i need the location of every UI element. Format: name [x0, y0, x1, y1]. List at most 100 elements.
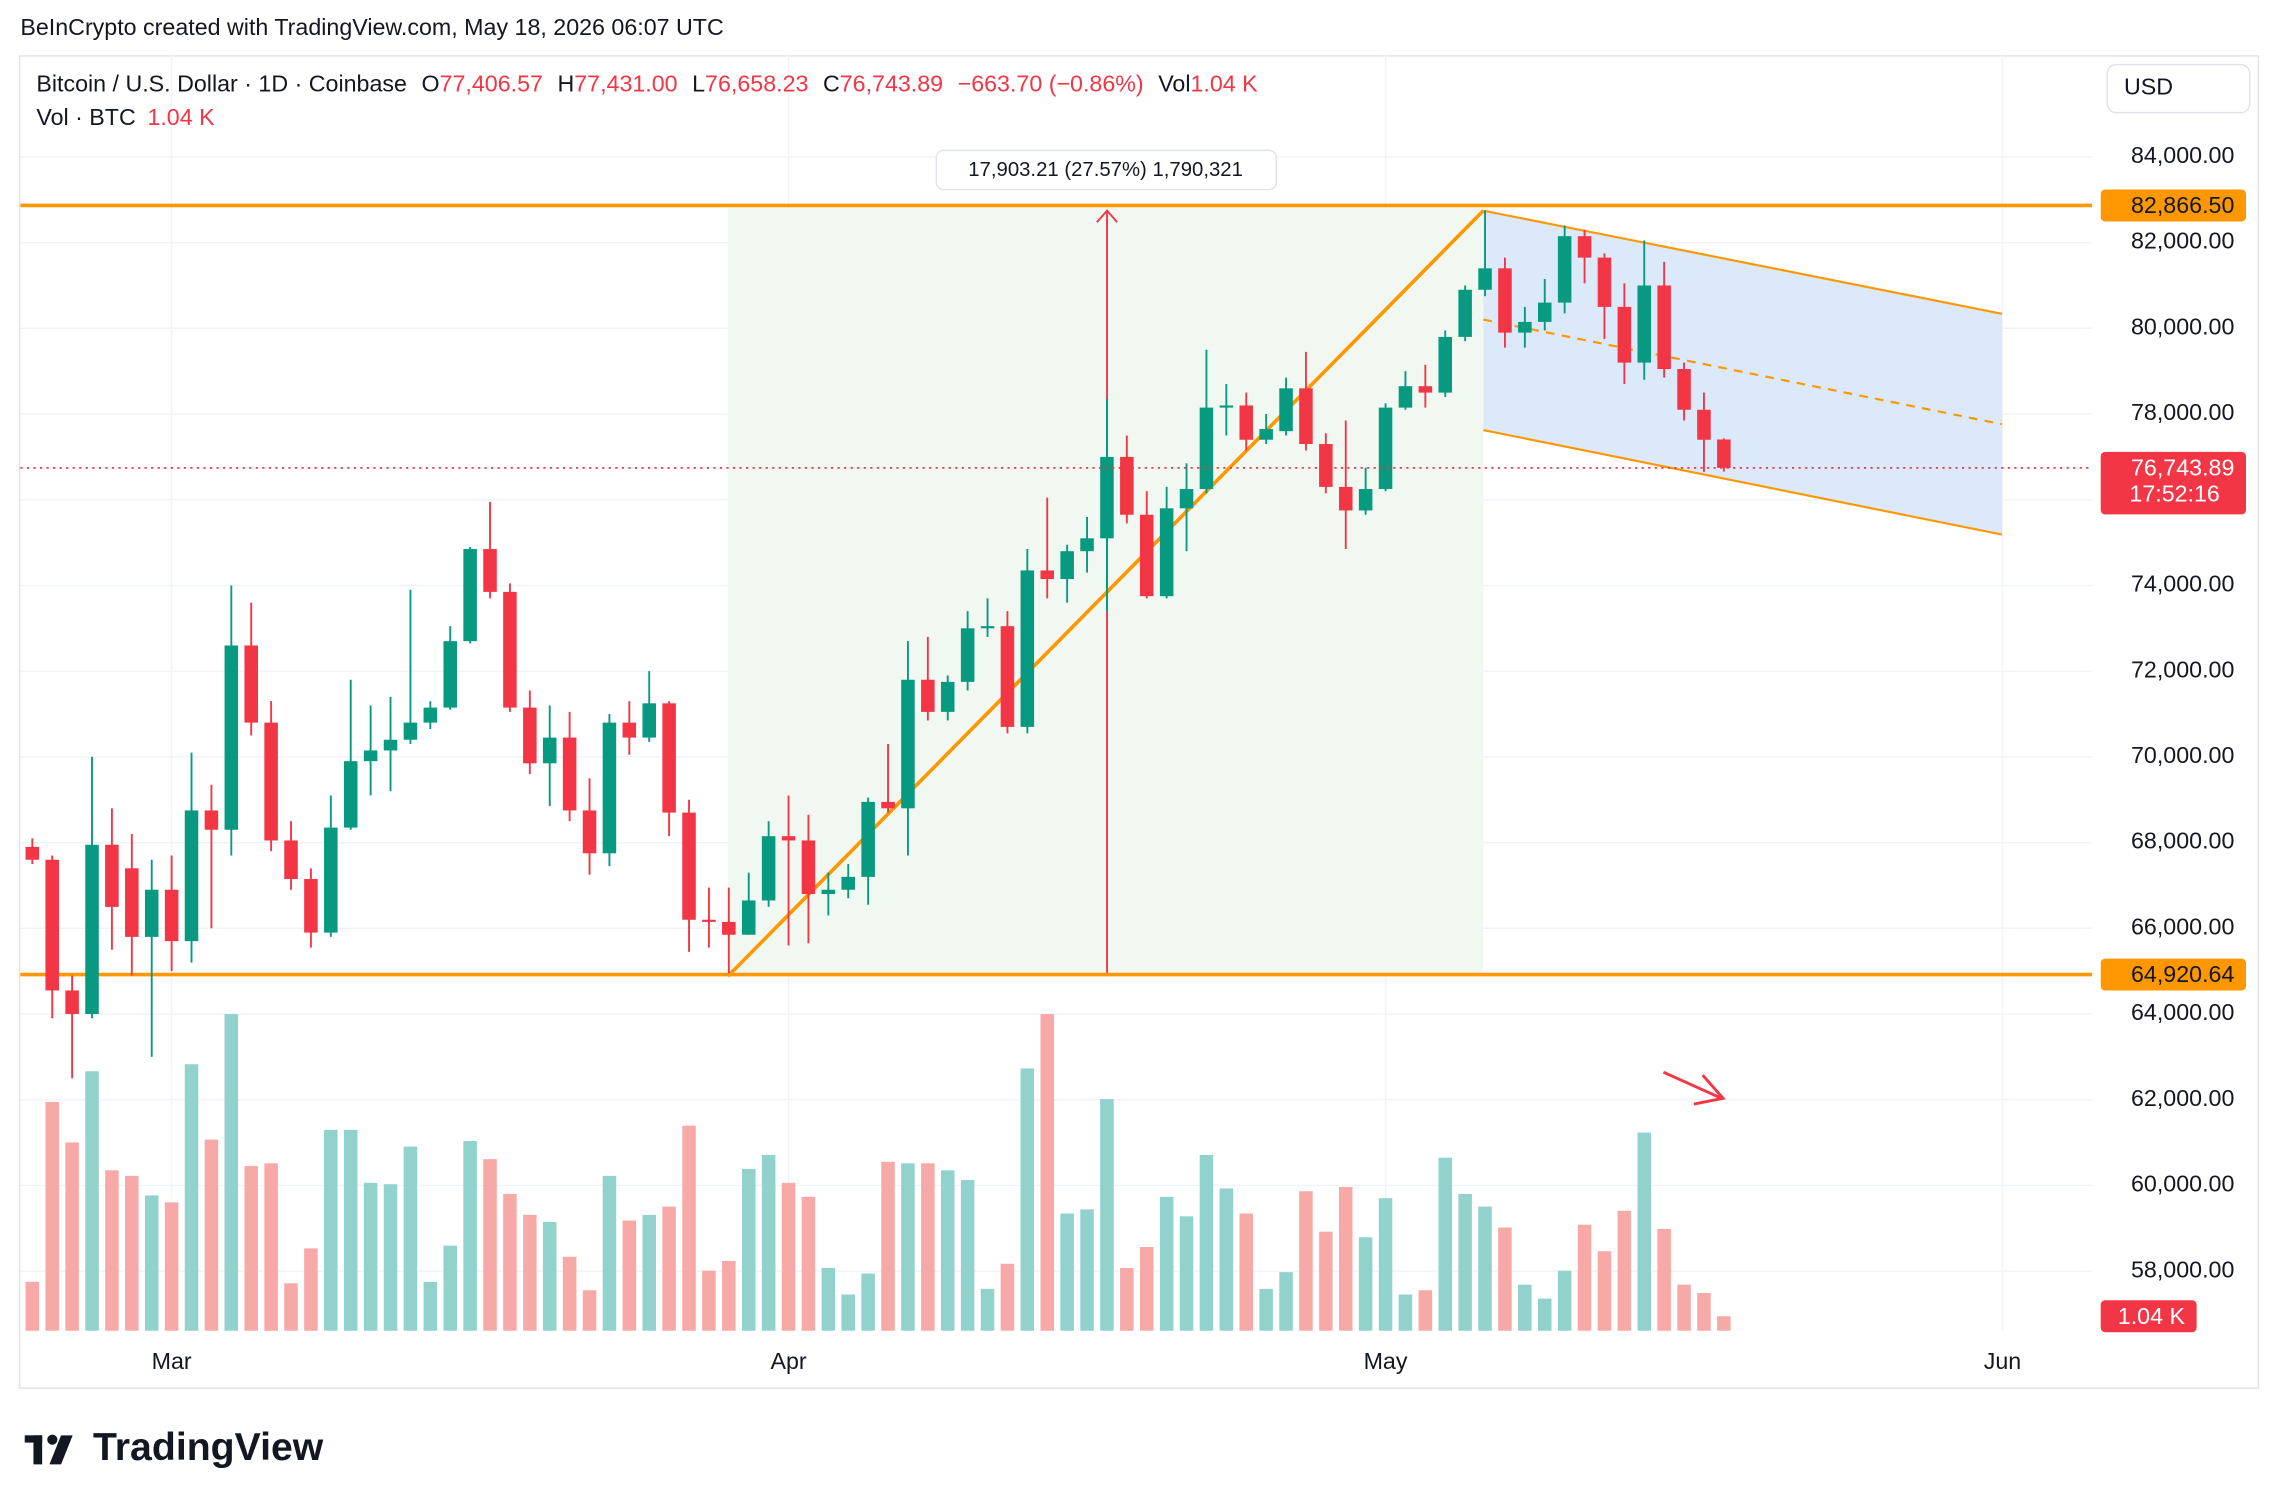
volume-bar [383, 1184, 398, 1331]
candle-body [1557, 236, 1572, 303]
candle-body [1418, 386, 1433, 393]
volume-bar [1000, 1263, 1015, 1331]
legend-value: 76,658.23 [705, 71, 808, 97]
candle-body [741, 900, 756, 935]
volume-bar [1100, 1099, 1114, 1331]
volume-bar [423, 1281, 438, 1331]
measure-label: 17,903.21 (27.57%) 1,790,321 [968, 159, 1243, 181]
candle-body [781, 836, 796, 841]
candle-body [125, 868, 139, 937]
volume-bar [980, 1288, 995, 1331]
candle-body [1637, 285, 1652, 363]
volume-bar [483, 1159, 497, 1331]
candle-body [921, 679, 935, 712]
candle-body [662, 703, 676, 813]
volume-bar [1259, 1288, 1273, 1331]
currency-button[interactable] [2106, 63, 2251, 114]
volume-bar [881, 1161, 895, 1331]
volume-bar [184, 1064, 199, 1331]
candle-body [1179, 489, 1194, 509]
candle-body [1438, 336, 1453, 393]
candle-body [861, 801, 875, 877]
legend-key: O [421, 71, 439, 97]
candle-body [980, 626, 995, 629]
candle-body [1478, 268, 1492, 290]
y-tick-label: 58,000.00 [2131, 1256, 2234, 1282]
volume-bar [1279, 1272, 1293, 1331]
y-tick-label: 72,000.00 [2131, 656, 2234, 682]
candle-body [1219, 405, 1234, 408]
volume-bar [363, 1182, 378, 1331]
level-label-box [2100, 958, 2247, 991]
volume-bar [1438, 1157, 1453, 1331]
volume-bar [1537, 1298, 1552, 1331]
candle-body [582, 810, 597, 854]
volume-bar [343, 1129, 358, 1331]
currency[interactable]: USD [2124, 74, 2173, 100]
level-label: 64,920.64 [2131, 961, 2234, 987]
volume-bar [1080, 1209, 1094, 1331]
x-tick-label: May [1364, 1348, 1408, 1374]
ohlc-legend: Bitcoin / U.S. Dollar · 1D · Coinbase O77… [36, 71, 1258, 97]
channel-fill [1483, 210, 2002, 535]
volume-bar [562, 1256, 577, 1331]
volume-bar [1498, 1227, 1512, 1331]
y-tick-label: 64,000.00 [2131, 999, 2234, 1025]
candle-body [702, 919, 716, 922]
channel-top [1483, 209, 2003, 315]
candle-body [403, 722, 418, 740]
y-tick-label: 70,000.00 [2131, 742, 2234, 768]
volume-bar [921, 1163, 935, 1331]
candle-body [1120, 456, 1134, 515]
candle-body [1100, 456, 1114, 539]
candle-body [881, 801, 895, 809]
volume-bar [781, 1182, 796, 1331]
volume-bar [1199, 1154, 1214, 1331]
volume-bar [1319, 1231, 1333, 1331]
volume-bar [841, 1294, 855, 1331]
candle-body [1080, 538, 1094, 552]
y-tick-label: 84,000.00 [2131, 142, 2234, 168]
candle-body [1279, 388, 1293, 432]
volume-bar [542, 1221, 557, 1331]
volume-label-box [2100, 1300, 2197, 1333]
volume-bar [940, 1170, 955, 1331]
legend-change: −663.70 (−0.86%) [958, 71, 1144, 97]
volume-bar [1179, 1216, 1194, 1331]
candle-body [1617, 306, 1632, 363]
candle-body [722, 921, 736, 935]
logo-icon [47, 1434, 58, 1445]
volume-bar [503, 1194, 517, 1331]
volume-bar [722, 1260, 736, 1331]
candle-body [1358, 489, 1373, 511]
candle-body [1717, 439, 1731, 468]
candle-body [1378, 407, 1393, 490]
candle-body [1577, 236, 1592, 258]
countdown-label: 17:52:16 [2129, 481, 2219, 507]
candle-body [761, 836, 776, 901]
volume-bar [1717, 1316, 1731, 1331]
volume-bar [204, 1139, 219, 1331]
candle-body [542, 737, 557, 764]
volume-bar [443, 1245, 457, 1331]
candle-body [821, 889, 836, 895]
volume-bar [1577, 1224, 1592, 1331]
legend-value: 77,431.00 [574, 71, 677, 97]
last-price-label: 76,743.89 [2131, 454, 2234, 480]
volume-bar [1120, 1267, 1134, 1331]
candle-body [1657, 285, 1671, 370]
volume-bar [1378, 1198, 1393, 1331]
red-arrow [1662, 1070, 1723, 1100]
volume-bar [1219, 1188, 1234, 1331]
chart-frame [18, 55, 2260, 1389]
volume-bar [1557, 1270, 1572, 1331]
candle-body [483, 549, 497, 592]
legend-key: H [557, 71, 574, 97]
candle-body [164, 889, 179, 942]
volume-bar [662, 1206, 676, 1331]
volume-bar [45, 1101, 59, 1331]
candle-body [1159, 508, 1174, 597]
volume-bar [1637, 1132, 1652, 1331]
candle-body [463, 549, 477, 642]
candle-body [503, 591, 517, 708]
